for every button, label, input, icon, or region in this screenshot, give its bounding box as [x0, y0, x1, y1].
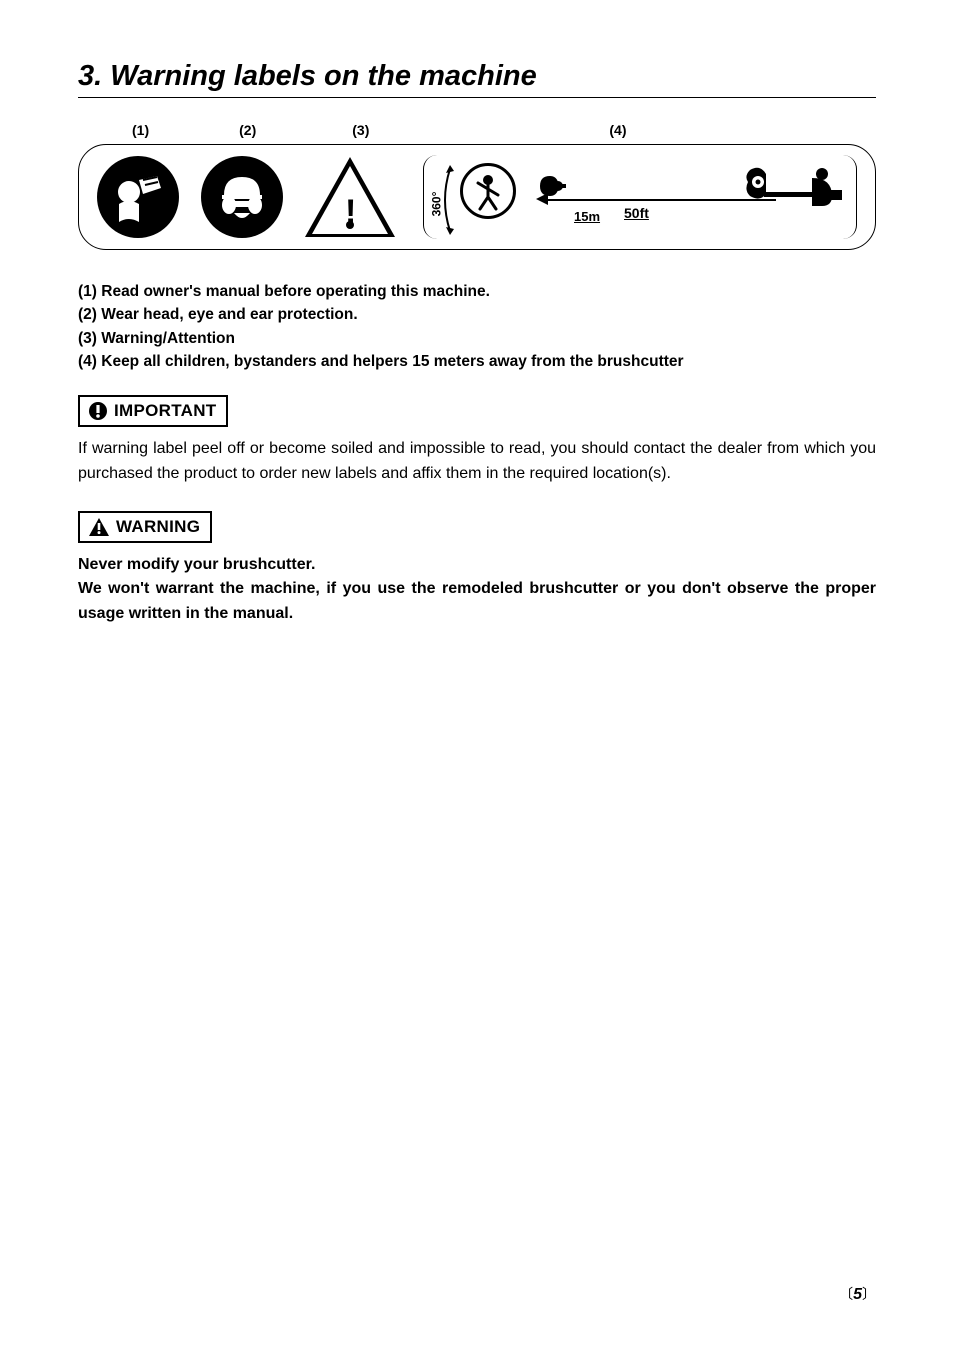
important-callout: IMPORTANT [78, 395, 228, 427]
warning-callout: WARNING [78, 511, 212, 543]
safety-distance-icon: 360° 15m 50ft [423, 155, 857, 239]
warning-line-2: We won't warrant the machine, if you use… [78, 577, 876, 627]
page-number: 〔5〕 [839, 1284, 876, 1304]
warning-label-diagram: ! 360° 15m 50ft [78, 144, 876, 250]
bystander-icon [460, 163, 516, 219]
label-num-4: (4) [609, 122, 626, 138]
arc-360-label: 360° [429, 192, 443, 217]
legend-item: (4) Keep all children, bystanders and he… [78, 350, 876, 373]
important-icon [88, 401, 108, 421]
important-heading: IMPORTANT [114, 401, 216, 421]
warning-icon [88, 517, 110, 537]
distance-meters-label: 15m [574, 209, 600, 224]
read-manual-icon [97, 156, 179, 238]
important-body: If warning label peel off or become soil… [78, 437, 876, 487]
label-num-1: (1) [132, 122, 149, 138]
warning-line-1: Never modify your brushcutter. [78, 553, 876, 578]
label-number-row: (1) (2) (3) (4) [128, 122, 876, 138]
section-title: 3. Warning labels on the machine [78, 60, 876, 98]
legend-item: (2) Wear head, eye and ear protection. [78, 303, 876, 326]
warning-heading: WARNING [116, 517, 200, 537]
label-num-2: (2) [239, 122, 256, 138]
legend-item: (1) Read owner's manual before operating… [78, 280, 876, 303]
distance-feet-label: 50ft [624, 205, 649, 221]
page-number-value: 5 [853, 1286, 862, 1303]
legend-item: (3) Warning/Attention [78, 327, 876, 350]
wear-protection-icon [201, 156, 283, 238]
legend-list: (1) Read owner's manual before operating… [78, 280, 876, 373]
label-num-3: (3) [352, 122, 369, 138]
warning-triangle-icon: ! [305, 157, 413, 237]
brushcutter-icon [742, 162, 842, 232]
warning-body: Never modify your brushcutter. We won't … [78, 553, 876, 627]
